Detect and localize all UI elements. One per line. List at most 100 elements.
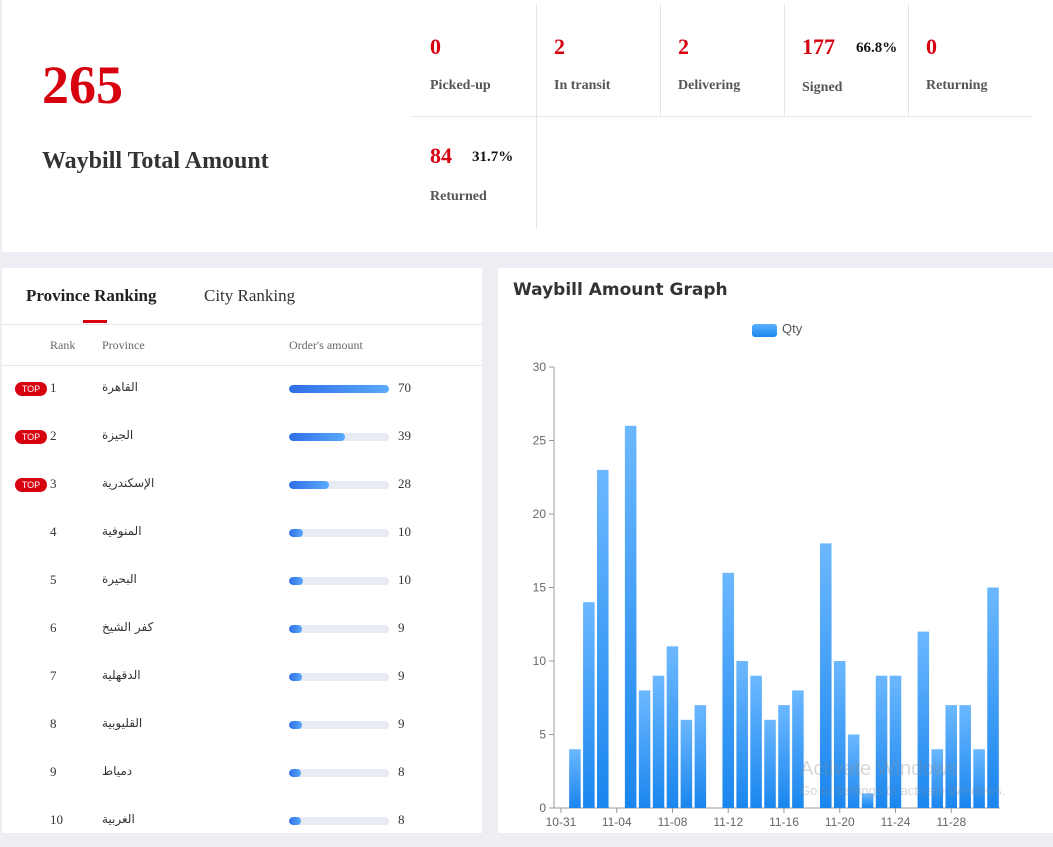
- bar-11-29: [959, 705, 971, 808]
- ranking-row[interactable]: TOP 2 الجيزة 39: [2, 415, 482, 463]
- rank-number: 3: [50, 476, 57, 491]
- rank-number: 6: [50, 620, 57, 635]
- legend-swatch-qty[interactable]: [752, 324, 777, 337]
- bar-11-03: [597, 469, 609, 808]
- stat-label: Signed: [802, 80, 843, 95]
- amount-bar-fill: [289, 817, 301, 825]
- province-name: الغربية: [102, 812, 135, 826]
- ranking-panel: Province Ranking City Ranking Rank Provi…: [2, 268, 482, 833]
- stat-label: Delivering: [678, 78, 741, 93]
- bar-11-10: [694, 705, 707, 808]
- stat-value: 177: [802, 34, 835, 59]
- bar-11-17: [792, 690, 804, 808]
- x-tick-label: 11-16: [769, 815, 799, 829]
- stat-signed[interactable]: 177 66.8% Signed: [784, 4, 909, 116]
- bar-11-23: [875, 675, 888, 808]
- amount-bar-fill: [289, 673, 302, 681]
- order-amount: 9: [398, 620, 405, 635]
- province-name: الجيزة: [102, 428, 134, 442]
- bar-11-16: [778, 705, 790, 808]
- bar-11-12: [722, 572, 734, 808]
- province-name: كفر الشيخ: [102, 620, 154, 634]
- stat-label: Returning: [926, 78, 988, 93]
- y-tick-label: 15: [533, 581, 547, 595]
- amount-bar-track: [289, 385, 389, 393]
- order-amount: 10: [398, 524, 411, 539]
- x-tick-label: 11-24: [881, 815, 911, 829]
- amount-bar-fill: [289, 529, 304, 537]
- bar-11-15: [764, 719, 776, 808]
- x-tick-label: 11-20: [825, 815, 855, 829]
- bar-11-14: [750, 675, 762, 808]
- ranking-row[interactable]: 4 المنوفية 10: [2, 511, 482, 559]
- bar-12-01: [987, 587, 999, 808]
- stat-delivering[interactable]: 2 Delivering: [660, 4, 785, 116]
- order-amount: 70: [398, 380, 411, 395]
- bar-11-28: [945, 705, 957, 808]
- order-amount: 8: [398, 812, 405, 827]
- y-tick-label: 25: [533, 434, 547, 448]
- bar-11-02: [583, 602, 595, 808]
- bar-11-20: [833, 661, 846, 808]
- y-tick-label: 5: [539, 728, 546, 742]
- order-amount: 28: [398, 476, 411, 491]
- bar-11-26: [917, 631, 930, 808]
- ranking-row[interactable]: 6 كفر الشيخ 9: [2, 607, 482, 655]
- rank-number: 1: [50, 380, 57, 395]
- bar-11-06: [638, 690, 651, 808]
- tab-province-ranking[interactable]: Province Ranking: [26, 286, 157, 305]
- ranking-row[interactable]: 9 دمياط 8: [2, 751, 482, 799]
- watermark-line-1: Activate Windows: [800, 758, 958, 780]
- ranking-row[interactable]: 8 القليوبية 9: [2, 703, 482, 751]
- bar-11-09: [680, 719, 693, 808]
- rank-number: 9: [50, 764, 57, 779]
- amount-bar-fill: [289, 481, 329, 489]
- amount-bar-fill: [289, 385, 389, 393]
- tabs-divider: [2, 324, 482, 325]
- bar-11-19: [820, 543, 832, 808]
- y-tick-label: 0: [539, 801, 546, 815]
- ranking-row[interactable]: 5 البحيرة 10: [2, 559, 482, 607]
- ranking-row[interactable]: TOP 3 الإسكندرية 28: [2, 463, 482, 511]
- tab-city-ranking[interactable]: City Ranking: [204, 286, 296, 305]
- total-waybill-count: 265: [42, 55, 123, 115]
- bar-11-08: [666, 646, 679, 808]
- province-name: الإسكندرية: [102, 476, 155, 490]
- ranking-row[interactable]: 7 الدقهلية 9: [2, 655, 482, 703]
- province-name: دمياط: [102, 764, 133, 778]
- stat-returned[interactable]: 84 31.7% Returned: [412, 117, 537, 229]
- stat-in-transit[interactable]: 2 In transit: [536, 4, 661, 116]
- stat-value: 0: [430, 34, 441, 59]
- amount-bar-track: [289, 721, 389, 729]
- legend-label-qty[interactable]: Qty: [782, 321, 803, 336]
- ranking-row[interactable]: TOP 1 القاهرة 70: [2, 367, 482, 415]
- bar-11-07: [652, 675, 665, 808]
- x-tick-label: 11-12: [713, 815, 743, 829]
- stats-row-divider: [412, 116, 1032, 117]
- bar-11-21: [847, 734, 860, 808]
- activate-windows-watermark: Activate Windows Go to Settings to activ…: [800, 758, 1005, 798]
- province-name: الدقهلية: [102, 668, 141, 682]
- stat-picked-up[interactable]: 0 Picked-up: [412, 4, 537, 116]
- province-name: القاهرة: [102, 380, 138, 394]
- bar-11-27: [931, 749, 944, 808]
- amount-bar-fill: [289, 577, 304, 585]
- order-amount: 8: [398, 764, 405, 779]
- rank-number: 10: [50, 812, 63, 827]
- top-badge: TOP: [15, 382, 47, 396]
- top-badge: TOP: [15, 430, 47, 444]
- stat-returning[interactable]: 0 Returning: [908, 4, 1032, 116]
- amount-bar-fill: [289, 769, 301, 777]
- watermark-line-2: Go to Settings to activate Windows.: [800, 783, 1006, 798]
- amount-bar-track: [289, 481, 389, 489]
- stat-percentage: 66.8%: [856, 40, 898, 56]
- stat-label: Returned: [430, 189, 487, 204]
- rank-number: 7: [50, 668, 57, 683]
- amount-bar-track: [289, 529, 389, 537]
- column-header-amount: Order's amount: [289, 338, 363, 352]
- amount-bar-track: [289, 817, 389, 825]
- column-header-province: Province: [102, 338, 145, 352]
- order-amount: 9: [398, 668, 405, 683]
- ranking-row[interactable]: 10 الغربية 8: [2, 799, 482, 847]
- top-badge: TOP: [15, 478, 47, 492]
